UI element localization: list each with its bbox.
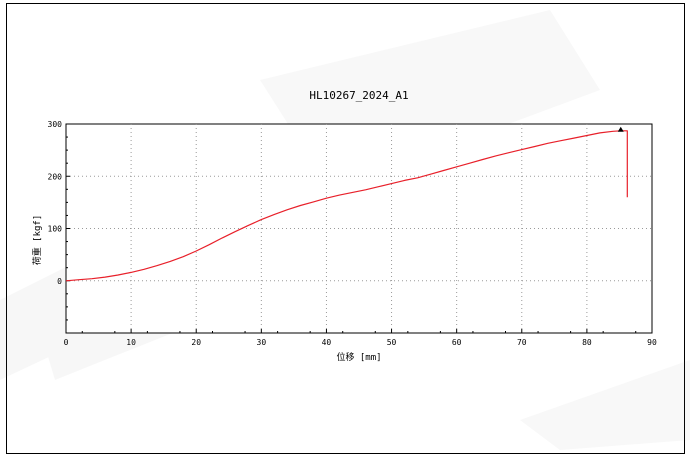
chart-title: HL10267_2024_A1 xyxy=(309,89,408,102)
series-group xyxy=(65,126,628,282)
axis-ticks: 0 10 20 30 40 50 60 70 80 90 0 100 200 300 xyxy=(48,120,657,347)
x-tick-label: 0 xyxy=(64,338,69,347)
grid-lines xyxy=(66,124,652,333)
load-displacement-line xyxy=(65,130,628,282)
x-tick-label: 30 xyxy=(257,338,267,347)
y-tick-label: 0 xyxy=(57,277,62,286)
y-tick-label: 100 xyxy=(48,225,63,234)
x-tick-label: 90 xyxy=(647,338,657,347)
x-tick-label: 40 xyxy=(322,338,332,347)
x-axis-title: 位移 [mm] xyxy=(336,351,381,363)
y-tick-label: 200 xyxy=(48,172,63,181)
y-axis-title: 荷重 [kgf] xyxy=(31,215,43,266)
x-tick-label: 50 xyxy=(387,338,397,347)
plot-area xyxy=(65,123,653,334)
x-tick-label: 80 xyxy=(582,338,592,347)
y-tick-label: 300 xyxy=(48,120,63,129)
x-tick-label: 60 xyxy=(452,338,462,347)
peak-marker-icon xyxy=(617,126,624,132)
x-tick-label: 20 xyxy=(191,338,201,347)
x-tick-label: 10 xyxy=(126,338,136,347)
x-tick-label: 70 xyxy=(517,338,527,347)
